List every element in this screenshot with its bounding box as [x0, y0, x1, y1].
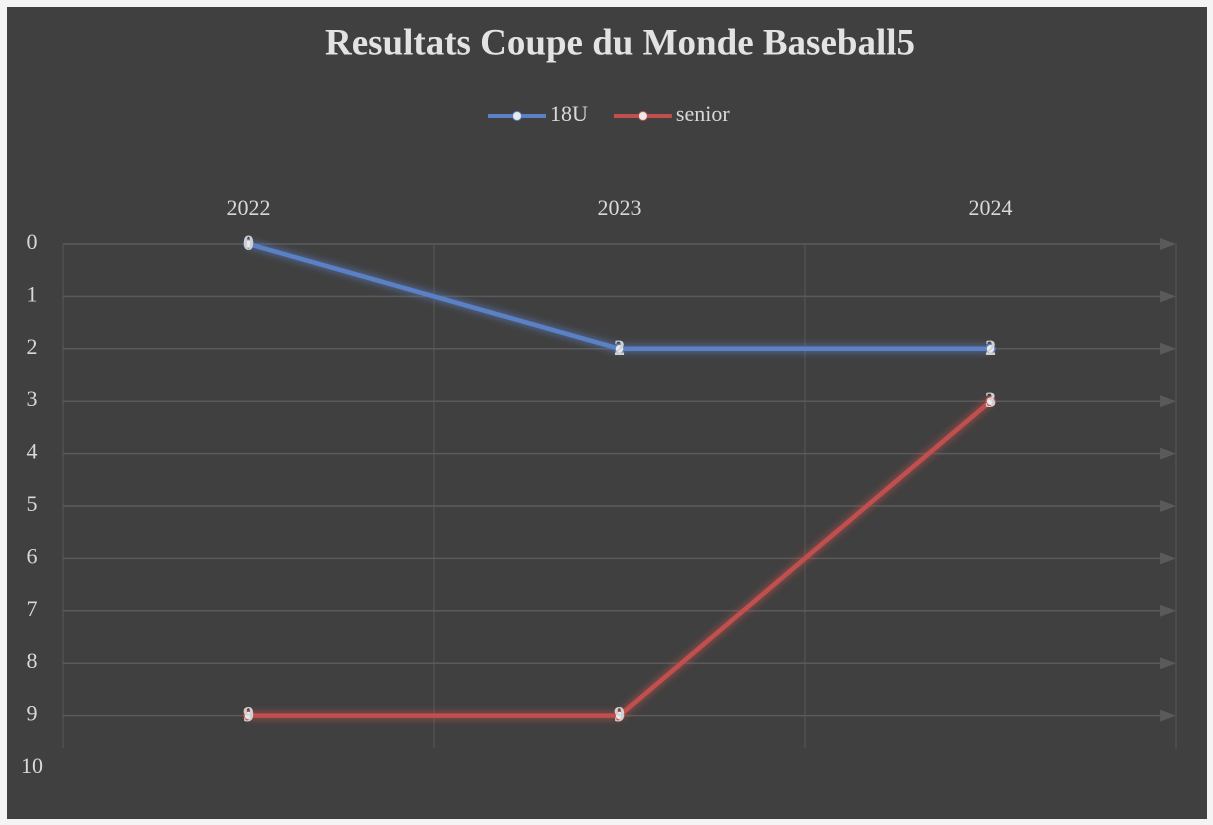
series-marker: [614, 343, 625, 355]
grid-arrow: [1160, 447, 1176, 460]
data-label: 9: [614, 702, 625, 727]
series-marker: [243, 710, 254, 721]
legend-item: senior: [613, 101, 730, 126]
grid-arrow: [1160, 395, 1176, 408]
grid-arrow: [1160, 238, 1176, 250]
legend-label: 18U: [550, 101, 588, 126]
grid-arrow: [1160, 342, 1176, 355]
y-tick-label: 3: [27, 386, 38, 411]
grid-arrow: [1160, 604, 1176, 617]
data-label: 2: [614, 335, 625, 360]
legend-marker: [637, 111, 648, 121]
y-tick-label: 7: [27, 596, 38, 621]
y-tick-label: 2: [27, 334, 38, 359]
chart-title: Resultats Coupe du Monde Baseball5: [325, 22, 915, 63]
chart-background: [7, 7, 1207, 819]
legend-item: 18U: [488, 101, 588, 126]
legend-marker: [512, 111, 522, 121]
x-tick-label: 2023: [598, 195, 642, 220]
grid-arrow: [1160, 709, 1176, 722]
grid-arrow: [1160, 290, 1176, 303]
y-tick-label: 10: [21, 753, 43, 778]
data-label: 2: [985, 335, 996, 360]
y-tick-label: 9: [27, 701, 38, 726]
series-marker: [985, 343, 996, 355]
legend-label: senior: [676, 101, 730, 126]
series-marker: [985, 395, 996, 407]
y-tick-label: 1: [27, 281, 38, 306]
data-label: 3: [985, 387, 996, 412]
y-tick-label: 6: [27, 543, 38, 568]
y-tick-label: 8: [27, 648, 38, 673]
data-label: 0: [243, 230, 254, 255]
data-label: 9: [243, 702, 254, 727]
y-tick-label: 0: [27, 229, 38, 254]
series-marker: [243, 238, 254, 250]
series-marker: [614, 710, 625, 721]
y-tick-label: 4: [27, 439, 38, 464]
grid-arrow: [1160, 500, 1176, 512]
grid-arrow: [1160, 657, 1176, 670]
x-tick-label: 2024: [969, 195, 1013, 220]
grid-arrow: [1160, 552, 1176, 565]
x-tick-label: 2022: [227, 195, 271, 220]
y-tick-label: 5: [27, 491, 38, 516]
